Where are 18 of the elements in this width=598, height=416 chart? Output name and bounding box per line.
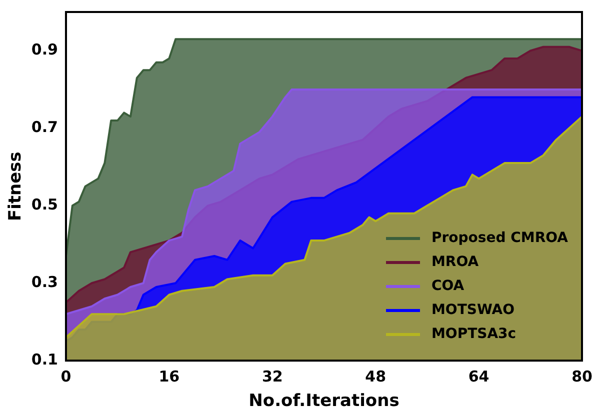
- x-tick-label: 0: [60, 367, 72, 386]
- legend-label: MOPTSA3c: [432, 326, 516, 342]
- legend-label: COA: [432, 278, 464, 294]
- x-axis-title: No.of.Iterations: [248, 391, 400, 412]
- x-tick-label: 16: [158, 367, 180, 386]
- x-tick-label: 48: [365, 367, 386, 386]
- y-tick-label: 0.5: [31, 196, 58, 214]
- x-tick-label: 32: [262, 367, 283, 386]
- x-tick-label: 64: [468, 367, 490, 386]
- y-tick-label: 0.1: [31, 350, 58, 368]
- legend-label: Proposed CMROA: [432, 230, 568, 246]
- y-tick-label: 0.9: [31, 40, 58, 59]
- y-tick-label: 0.3: [31, 273, 58, 292]
- legend-label: MROA: [432, 254, 479, 270]
- legend-label: MOTSWAO: [432, 302, 515, 318]
- x-tick-label: 80: [572, 367, 592, 386]
- y-axis-title: Fitness: [6, 152, 26, 222]
- y-tick-label: 0.7: [31, 118, 58, 136]
